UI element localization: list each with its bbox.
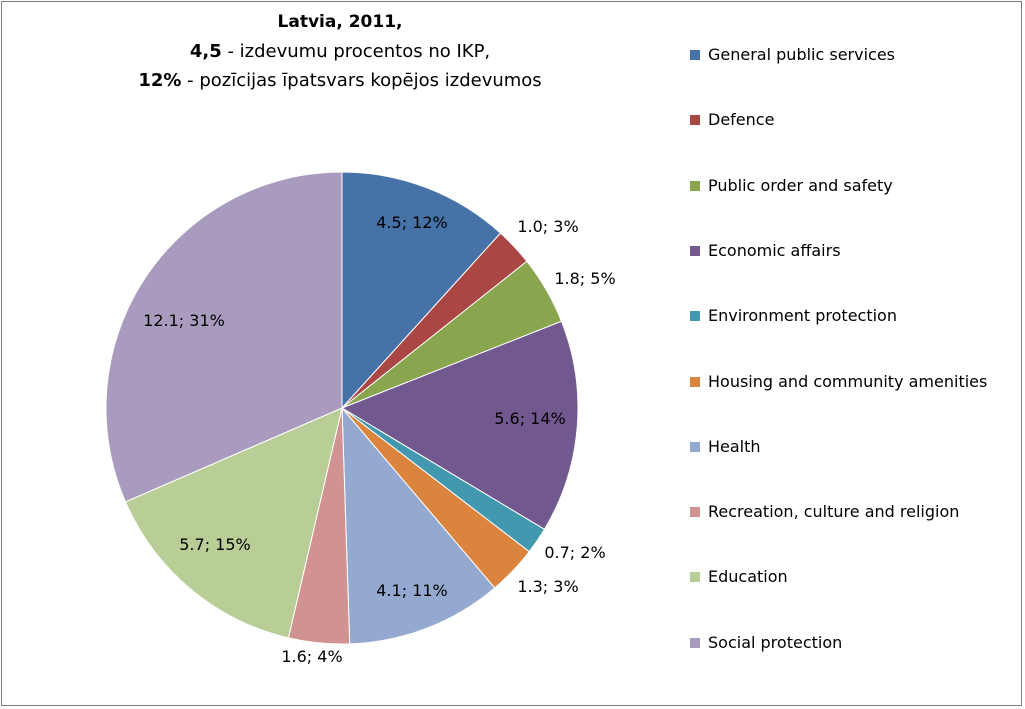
data-label-public-order-and-safety: 1.8; 5% [554,269,615,288]
legend-swatch-public-order-and-safety [690,180,700,191]
data-label-general-public-services: 4.5; 12% [376,213,447,232]
data-label-recreation-culture-and-religion: 1.6; 4% [281,647,342,666]
legend-label-recreation-culture-and-religion: Recreation, culture and religion [708,502,960,522]
legend-swatch-education [690,572,700,583]
legend-label-social-protection: Social protection [708,632,843,652]
data-label-environment-protection: 0.7; 2% [544,543,605,562]
title-line-2-text: - izdevumu procentos no IKP, [221,41,491,62]
pie-slice-health [341,406,496,645]
legend-swatch-environment-protection [690,311,700,322]
pie-slice-economic-affairs [340,320,579,531]
data-label-education: 5.7; 15% [179,535,250,554]
legend-label-health: Health [708,436,761,456]
legend-swatch-general-public-services [690,50,700,60]
legend-label-education: Education [708,567,788,587]
title-line-3-text: - pozīcijas īpatsvars kopējos izdevumos [181,70,542,91]
pie-slice-education [124,407,343,639]
legend-swatch-economic-affairs [690,245,700,256]
pie-slice-social-protection [105,171,343,503]
legend-swatch-health [690,441,700,452]
legend-label-defence: Defence [708,110,775,130]
legend-swatch-recreation-culture-and-religion [690,507,700,518]
legend-label-general-public-services: General public services [708,45,896,64]
title-line-2-value: 4,5 [189,41,222,62]
legend-swatch-housing-and-community-amenities [690,376,700,387]
data-label-social-protection: 12.1; 31% [143,311,225,330]
data-label-defence: 1.0; 3% [517,217,578,236]
title-line-2: 4,5 - izdevumu procentos no IKP, [20,37,660,66]
legend-swatch-social-protection [690,637,700,648]
title-line-1: Latvia, 2011, [277,12,403,32]
chart-title: Latvia, 2011, 4,5 - izdevumu procentos n… [20,8,660,95]
data-label-health: 4.1; 11% [376,581,447,600]
title-line-3: 12% - pozīcijas īpatsvars kopējos izdevu… [20,66,660,95]
data-label-housing-and-community-amenities: 1.3; 3% [517,577,578,596]
pie-slice-general-public-services [341,171,502,410]
legend-label-public-order-and-safety: Public order and safety [708,175,893,195]
legend-label-housing-and-community-amenities: Housing and community amenities [708,371,988,391]
legend-label-environment-protection: Environment protection [708,306,897,326]
legend-label-economic-affairs: Economic affairs [708,240,841,260]
data-label-economic-affairs: 5.6; 14% [494,409,565,428]
legend-swatch-defence [690,115,700,126]
title-line-3-value: 12% [138,70,182,91]
